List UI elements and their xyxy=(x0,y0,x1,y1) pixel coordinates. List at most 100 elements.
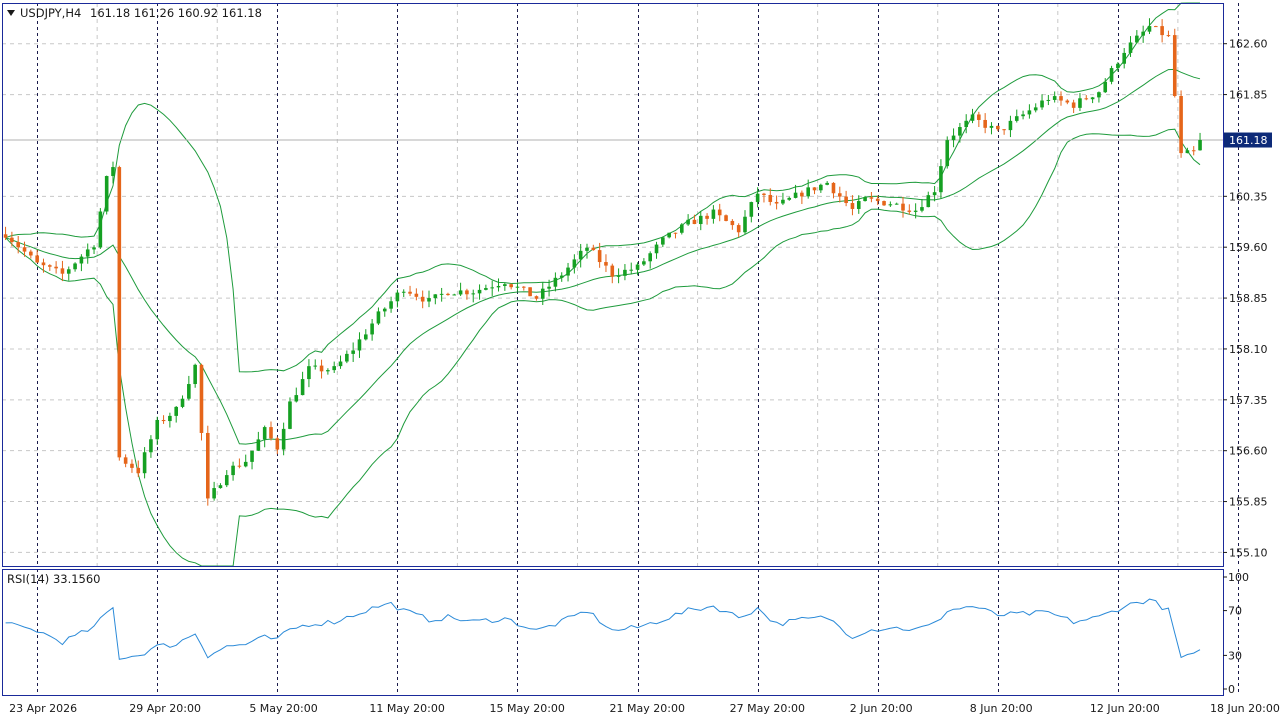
candle-body xyxy=(61,268,65,273)
time-tick-label: 15 May 20:00 xyxy=(489,702,564,715)
candle-body xyxy=(465,290,469,294)
candle-body xyxy=(680,224,684,232)
candle-body xyxy=(143,452,147,473)
candle-body xyxy=(377,311,381,323)
candle-body xyxy=(155,420,159,439)
candle-body xyxy=(29,252,33,256)
candle-body xyxy=(193,365,197,384)
candle-body xyxy=(42,262,46,265)
candle-body xyxy=(756,194,760,202)
candle-body xyxy=(471,293,475,294)
candle-body xyxy=(604,262,608,266)
candle-body xyxy=(977,114,981,119)
candle-body xyxy=(73,263,77,269)
candle-body xyxy=(895,204,899,205)
candle[interactable] xyxy=(1173,29,1177,98)
candle[interactable] xyxy=(206,426,210,506)
candle[interactable] xyxy=(288,397,292,429)
candle[interactable] xyxy=(1179,90,1183,157)
candle-body xyxy=(1097,92,1101,97)
candle[interactable] xyxy=(200,364,204,441)
candle-body xyxy=(945,140,949,166)
candle-body xyxy=(857,201,861,209)
candle-body xyxy=(402,292,406,293)
candle-body xyxy=(1160,26,1164,35)
candle-body xyxy=(585,248,589,251)
candle-body xyxy=(415,294,419,297)
candle-body xyxy=(307,366,311,379)
candle[interactable] xyxy=(118,166,122,461)
candle-body xyxy=(528,287,532,296)
candle-body xyxy=(648,253,652,261)
rsi-tick-label: 70 xyxy=(1228,605,1242,618)
candle-body xyxy=(10,238,14,242)
candle-body xyxy=(1167,35,1171,36)
candle-body xyxy=(598,250,602,262)
candle-body xyxy=(118,167,122,457)
candle-body xyxy=(294,395,298,401)
current-price-value: 161.18 xyxy=(1229,134,1268,147)
candle-body xyxy=(705,216,709,219)
candle-body xyxy=(712,210,716,219)
candle-body xyxy=(1122,53,1126,64)
price-tick-label: 156.60 xyxy=(1229,445,1268,458)
candle[interactable] xyxy=(945,136,949,168)
candle-body xyxy=(1148,26,1152,32)
candle-body xyxy=(724,215,728,221)
candle-body xyxy=(1078,98,1082,108)
candle-body xyxy=(731,221,735,225)
candle-body xyxy=(99,212,103,248)
candle-body xyxy=(1047,100,1051,101)
price-tick-label: 162.60 xyxy=(1229,38,1268,51)
ohlc-values: 161.18 161.26 160.92 161.18 xyxy=(90,6,262,20)
candle-body xyxy=(452,294,456,295)
candle-body xyxy=(958,127,962,136)
candle-body xyxy=(573,259,577,267)
candle-body xyxy=(111,167,115,176)
candle-body xyxy=(1110,68,1114,82)
candle-body xyxy=(351,350,355,353)
candle-body xyxy=(996,126,1000,129)
candle-body xyxy=(1009,121,1013,130)
candle-body xyxy=(547,287,551,289)
candle-body xyxy=(4,234,8,237)
candle-body xyxy=(23,247,27,251)
chart-header: USDJPY,H4 161.18 161.26 160.92 161.18 xyxy=(7,6,262,20)
candle-body xyxy=(124,457,128,463)
candle-body xyxy=(427,298,431,301)
candle-body xyxy=(219,485,223,488)
candle-body xyxy=(541,289,545,299)
candle-body xyxy=(737,225,741,232)
candle-body xyxy=(1129,42,1133,52)
candle-body xyxy=(800,193,804,197)
candle-body xyxy=(655,245,659,254)
candle-body xyxy=(408,292,412,294)
candle-body xyxy=(876,199,880,201)
candle[interactable] xyxy=(105,176,109,215)
candle[interactable] xyxy=(99,208,103,249)
candle-body xyxy=(661,237,665,244)
candle-body xyxy=(421,297,425,302)
candle-body xyxy=(225,475,229,485)
candle[interactable] xyxy=(1110,66,1114,84)
candle-body xyxy=(149,439,153,452)
candle[interactable] xyxy=(724,214,728,221)
candle[interactable] xyxy=(528,287,532,296)
candle-body xyxy=(1091,97,1095,99)
candle-body xyxy=(244,462,248,466)
candle-body xyxy=(554,278,558,287)
candle[interactable] xyxy=(882,201,886,206)
candle-body xyxy=(806,187,810,196)
candle-body xyxy=(1002,129,1006,130)
candle-body xyxy=(1154,26,1158,27)
candle-body xyxy=(990,126,994,128)
time-tick-label: 27 May 20:00 xyxy=(730,702,805,715)
candle-body xyxy=(794,193,798,198)
rsi-tick-label: 0 xyxy=(1228,683,1235,696)
time-tick-label: 11 May 20:00 xyxy=(369,702,444,715)
candle-body xyxy=(490,287,494,288)
